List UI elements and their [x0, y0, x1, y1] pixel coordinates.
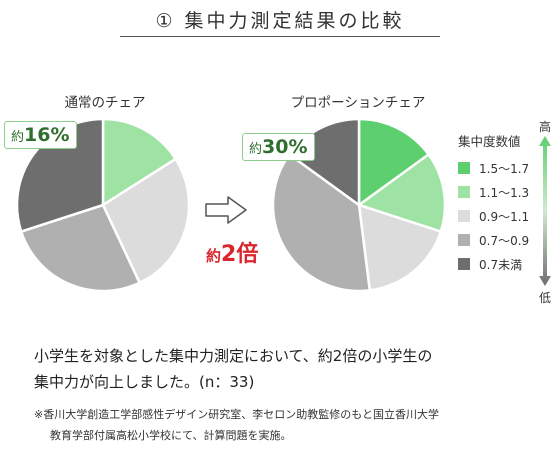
pie-slice-0.7未満	[15, 117, 105, 234]
legend-label: 0.9〜1.1	[479, 209, 530, 224]
legend-label: 0.7〜0.9	[479, 233, 530, 248]
pie-slice-1.5〜1.7	[357, 117, 431, 208]
footnote: ※香川大学創造工学部感性デザイン研究室、李セロン助教監修のもと国立香川大学 教育…	[34, 404, 544, 446]
legend-swatch	[458, 186, 470, 198]
pie-slice-0.7〜0.9	[271, 152, 372, 293]
scale-gradient-arrow	[539, 136, 551, 286]
left-pie-chart	[15, 117, 191, 293]
legend-label: 1.5〜1.7	[479, 161, 530, 176]
legend-item: 0.7未満	[458, 252, 529, 276]
footnote-line-2: 教育学部付属高松小学校にて、計算問題を実施。	[50, 429, 292, 442]
pie-slice-1.1〜1.3	[356, 152, 447, 234]
ratio-label: 約2倍	[206, 236, 258, 268]
legend-item: 0.9〜1.1	[458, 204, 529, 228]
left-callout: 約16%	[4, 121, 77, 149]
legend-title: 集中度数値	[458, 134, 521, 149]
right-chart-title: プロポーションチェア	[290, 95, 426, 111]
left-callout-prefix: 約	[11, 130, 25, 145]
description-line-1: 小学生を対象とした集中力測定において、約2倍の小学生の	[34, 347, 433, 365]
legend-swatch	[458, 234, 470, 246]
legend-swatch	[458, 162, 470, 174]
right-callout-prefix: 約	[249, 142, 263, 157]
legend-swatch	[458, 210, 470, 222]
title-underline	[120, 36, 440, 37]
legend-swatch	[458, 258, 470, 270]
ratio-value: 2倍	[221, 242, 259, 267]
ratio-prefix: 約	[206, 247, 222, 265]
legend-item: 0.7〜0.9	[458, 228, 529, 252]
footnote-line-1: ※香川大学創造工学部感性デザイン研究室、李セロン助教監修のもと国立香川大学	[34, 408, 439, 421]
scale-low-label: 低	[539, 291, 552, 305]
legend: 1.5〜1.7 1.1〜1.3 0.9〜1.1 0.7〜0.9 0.7未満	[458, 156, 529, 276]
left-chart-title: 通常のチェア	[64, 95, 146, 111]
right-pie-chart	[271, 117, 447, 293]
legend-item: 1.5〜1.7	[458, 156, 529, 180]
page-title: ① 集中力測定結果の比較	[155, 10, 405, 32]
pie-slice-0.7〜0.9	[19, 203, 142, 293]
legend-label: 1.1〜1.3	[479, 185, 530, 200]
scale-high-label: 高	[539, 120, 552, 134]
right-arrow-icon	[205, 196, 247, 224]
left-callout-value: 16%	[24, 124, 70, 146]
description: 小学生を対象とした集中力測定において、約2倍の小学生の 集中力が向上しました。(…	[34, 343, 534, 395]
legend-label: 0.7未満	[479, 257, 523, 272]
pie-slice-1.1〜1.3	[101, 117, 178, 208]
right-callout: 約30%	[242, 133, 315, 161]
pie-slice-0.9〜1.1	[357, 203, 443, 292]
pie-slice-0.9〜1.1	[101, 157, 191, 285]
description-line-2: 集中力が向上しました。(n：33)	[34, 373, 255, 391]
right-callout-value: 30%	[262, 136, 308, 158]
legend-item: 1.1〜1.3	[458, 180, 529, 204]
